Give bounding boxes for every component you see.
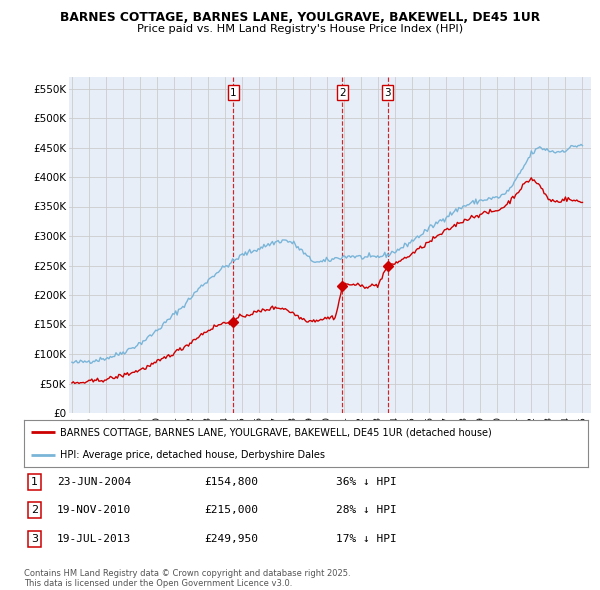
Text: 1: 1: [31, 477, 38, 487]
Text: BARNES COTTAGE, BARNES LANE, YOULGRAVE, BAKEWELL, DE45 1UR (detached house): BARNES COTTAGE, BARNES LANE, YOULGRAVE, …: [59, 427, 491, 437]
Text: 36% ↓ HPI: 36% ↓ HPI: [336, 477, 397, 487]
Text: 19-JUL-2013: 19-JUL-2013: [57, 534, 131, 543]
Text: Price paid vs. HM Land Registry's House Price Index (HPI): Price paid vs. HM Land Registry's House …: [137, 24, 463, 34]
Text: £215,000: £215,000: [204, 506, 258, 515]
Text: 3: 3: [384, 88, 391, 97]
Text: £249,950: £249,950: [204, 534, 258, 543]
Text: BARNES COTTAGE, BARNES LANE, YOULGRAVE, BAKEWELL, DE45 1UR: BARNES COTTAGE, BARNES LANE, YOULGRAVE, …: [60, 11, 540, 24]
Text: 2: 2: [339, 88, 346, 97]
Text: Contains HM Land Registry data © Crown copyright and database right 2025.
This d: Contains HM Land Registry data © Crown c…: [24, 569, 350, 588]
Text: 19-NOV-2010: 19-NOV-2010: [57, 506, 131, 515]
Text: HPI: Average price, detached house, Derbyshire Dales: HPI: Average price, detached house, Derb…: [59, 450, 325, 460]
Text: 2: 2: [31, 506, 38, 515]
Text: 3: 3: [31, 534, 38, 543]
Text: £154,800: £154,800: [204, 477, 258, 487]
Text: 23-JUN-2004: 23-JUN-2004: [57, 477, 131, 487]
Text: 17% ↓ HPI: 17% ↓ HPI: [336, 534, 397, 543]
Text: 28% ↓ HPI: 28% ↓ HPI: [336, 506, 397, 515]
Text: 1: 1: [230, 88, 236, 97]
